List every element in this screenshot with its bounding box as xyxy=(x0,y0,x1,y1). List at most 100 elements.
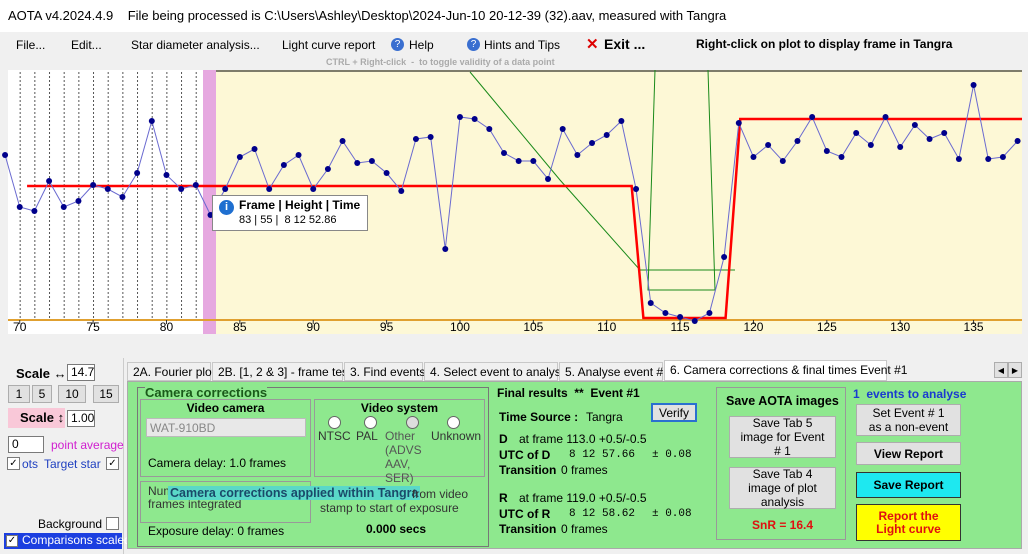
camera-group xyxy=(137,387,489,547)
stamp-label: stamp to start of exposure xyxy=(320,501,459,515)
report-button[interactable]: Report the Light curve xyxy=(856,504,961,541)
tooltip xyxy=(212,195,368,231)
save-tab4-button[interactable]: Save Tab 4 image of plot analysis xyxy=(729,467,836,509)
radio[interactable] xyxy=(447,416,460,429)
average-select[interactable]: 0 xyxy=(8,436,44,453)
data-point xyxy=(589,140,596,146)
scale-button[interactable]: 15 xyxy=(93,385,119,403)
help-icon: ? xyxy=(391,38,404,51)
d-utc-label: UTC of D xyxy=(499,448,551,462)
data-point xyxy=(500,150,507,156)
tab[interactable]: 4. Select event to analyse xyxy=(424,362,567,381)
data-point xyxy=(765,142,772,148)
data-point xyxy=(412,136,419,142)
time-source: Tangra xyxy=(586,410,623,424)
data-point xyxy=(559,126,566,132)
data-point xyxy=(926,136,933,142)
num-label: Num xyxy=(148,484,174,498)
menu-item[interactable]: Light curve report xyxy=(282,38,376,52)
scale-x-input[interactable]: 14.7 xyxy=(67,364,95,381)
view-report-button[interactable]: View Report xyxy=(856,442,961,465)
title-bar xyxy=(0,0,1028,32)
x-tick-label: 135 xyxy=(964,320,984,334)
checkbox[interactable] xyxy=(106,517,119,530)
x-tick-label: 120 xyxy=(743,320,763,334)
x-tick-label: 95 xyxy=(380,320,394,334)
scale-button[interactable]: 5 xyxy=(32,385,52,403)
data-point xyxy=(911,122,918,128)
system-option[interactable]: NTSC xyxy=(318,429,351,443)
data-point xyxy=(295,152,302,158)
data-point xyxy=(809,114,816,120)
time-source-label: Time Source : xyxy=(499,410,579,424)
data-point xyxy=(794,138,801,144)
tab[interactable]: 2A. Fourier plot xyxy=(127,362,215,381)
d-frame: at frame 113.0 +0.5/-0.5 xyxy=(519,432,647,446)
camera-delay: Camera delay: 1.0 frames xyxy=(148,456,287,470)
non-event-button[interactable]: Set Event # 1 as a non-event xyxy=(856,404,961,436)
r-utc: 8 12 58.62 xyxy=(569,508,636,520)
tab-active[interactable]: 6. Camera corrections & final times Even… xyxy=(664,360,907,381)
data-point xyxy=(853,130,860,136)
save-group xyxy=(716,387,846,540)
radio[interactable] xyxy=(328,416,341,429)
data-point xyxy=(970,82,977,88)
x-tick-label: 115 xyxy=(671,320,690,334)
data-point xyxy=(383,170,390,176)
r-utc-label: UTC of R xyxy=(499,507,551,521)
exit-icon: ✕ xyxy=(586,36,599,53)
data-point xyxy=(897,144,904,150)
r-frame: at frame 119.0 +0.5/-0.5 xyxy=(519,491,647,505)
tab[interactable]: 2B. [1, 2 & 3] - frame test xyxy=(212,362,351,381)
menu-item[interactable]: Star diameter analysis... xyxy=(131,38,260,52)
data-point xyxy=(750,154,757,160)
checkbox[interactable]: ✓ xyxy=(7,457,20,470)
data-point xyxy=(75,198,82,204)
verify-button[interactable]: Verify xyxy=(651,403,697,422)
tab[interactable]: 3. Find events xyxy=(344,362,425,381)
tab-scroll[interactable]: ◀ xyxy=(994,362,1008,378)
data-point xyxy=(324,166,331,172)
tab[interactable]: 5. Analyse event #1 xyxy=(559,362,670,381)
checkbox[interactable]: ✓ xyxy=(106,457,119,470)
menu-item[interactable]: Exit ... xyxy=(604,36,646,52)
save-report-button[interactable]: Save Report xyxy=(856,472,961,498)
scale-y-input[interactable]: 1.00 xyxy=(67,410,95,427)
menu-item[interactable]: Help xyxy=(409,38,434,52)
menu-item[interactable]: Hints and Tips xyxy=(484,38,561,52)
data-point xyxy=(178,186,185,192)
video-camera-title: Video camera xyxy=(186,401,265,415)
data-point xyxy=(941,130,948,136)
window-title: AOTA v4.2024.4.9 File being processed is… xyxy=(8,8,727,23)
data-point xyxy=(955,156,962,162)
data-point xyxy=(266,186,273,192)
system-option[interactable]: PAL xyxy=(356,429,378,443)
system-option[interactable]: Unknown xyxy=(431,429,482,443)
d-transition: 0 frames xyxy=(561,463,608,477)
system-option[interactable]: Other (ADVS AAV, SER) xyxy=(385,429,422,485)
save-tab5-button[interactable]: Save Tab 5 image for Event # 1 xyxy=(729,416,836,458)
data-point xyxy=(735,120,742,126)
menu-item[interactable]: File... xyxy=(16,38,46,52)
data-point xyxy=(163,172,170,178)
data-point xyxy=(31,208,38,214)
light-curve-plot[interactable]: 70 75 80 85 90 95 100 105 110 115 120 125 130 135 xyxy=(0,0,1028,340)
data-point xyxy=(104,186,111,192)
data-point xyxy=(985,156,992,162)
data-point xyxy=(545,176,552,182)
data-line xyxy=(4,84,1018,322)
model-curve xyxy=(647,69,716,291)
x-tick-label: 105 xyxy=(523,320,543,334)
radio[interactable] xyxy=(364,416,377,429)
scale-button[interactable]: 1 xyxy=(8,385,30,403)
data-point xyxy=(867,142,874,148)
comparisons-label: Comparisons scaled xyxy=(4,533,131,549)
camera-select[interactable]: WAT-910BD xyxy=(146,418,306,437)
scale-button[interactable]: 10 xyxy=(58,385,86,403)
radio-checked[interactable] xyxy=(406,416,419,429)
checkbox[interactable]: ✓ xyxy=(6,535,18,547)
menu-item[interactable]: Edit... xyxy=(71,38,102,52)
tab-scroll[interactable]: ▶ xyxy=(1008,362,1022,378)
target-label: Target star xyxy=(44,457,101,471)
data-point xyxy=(192,182,199,188)
